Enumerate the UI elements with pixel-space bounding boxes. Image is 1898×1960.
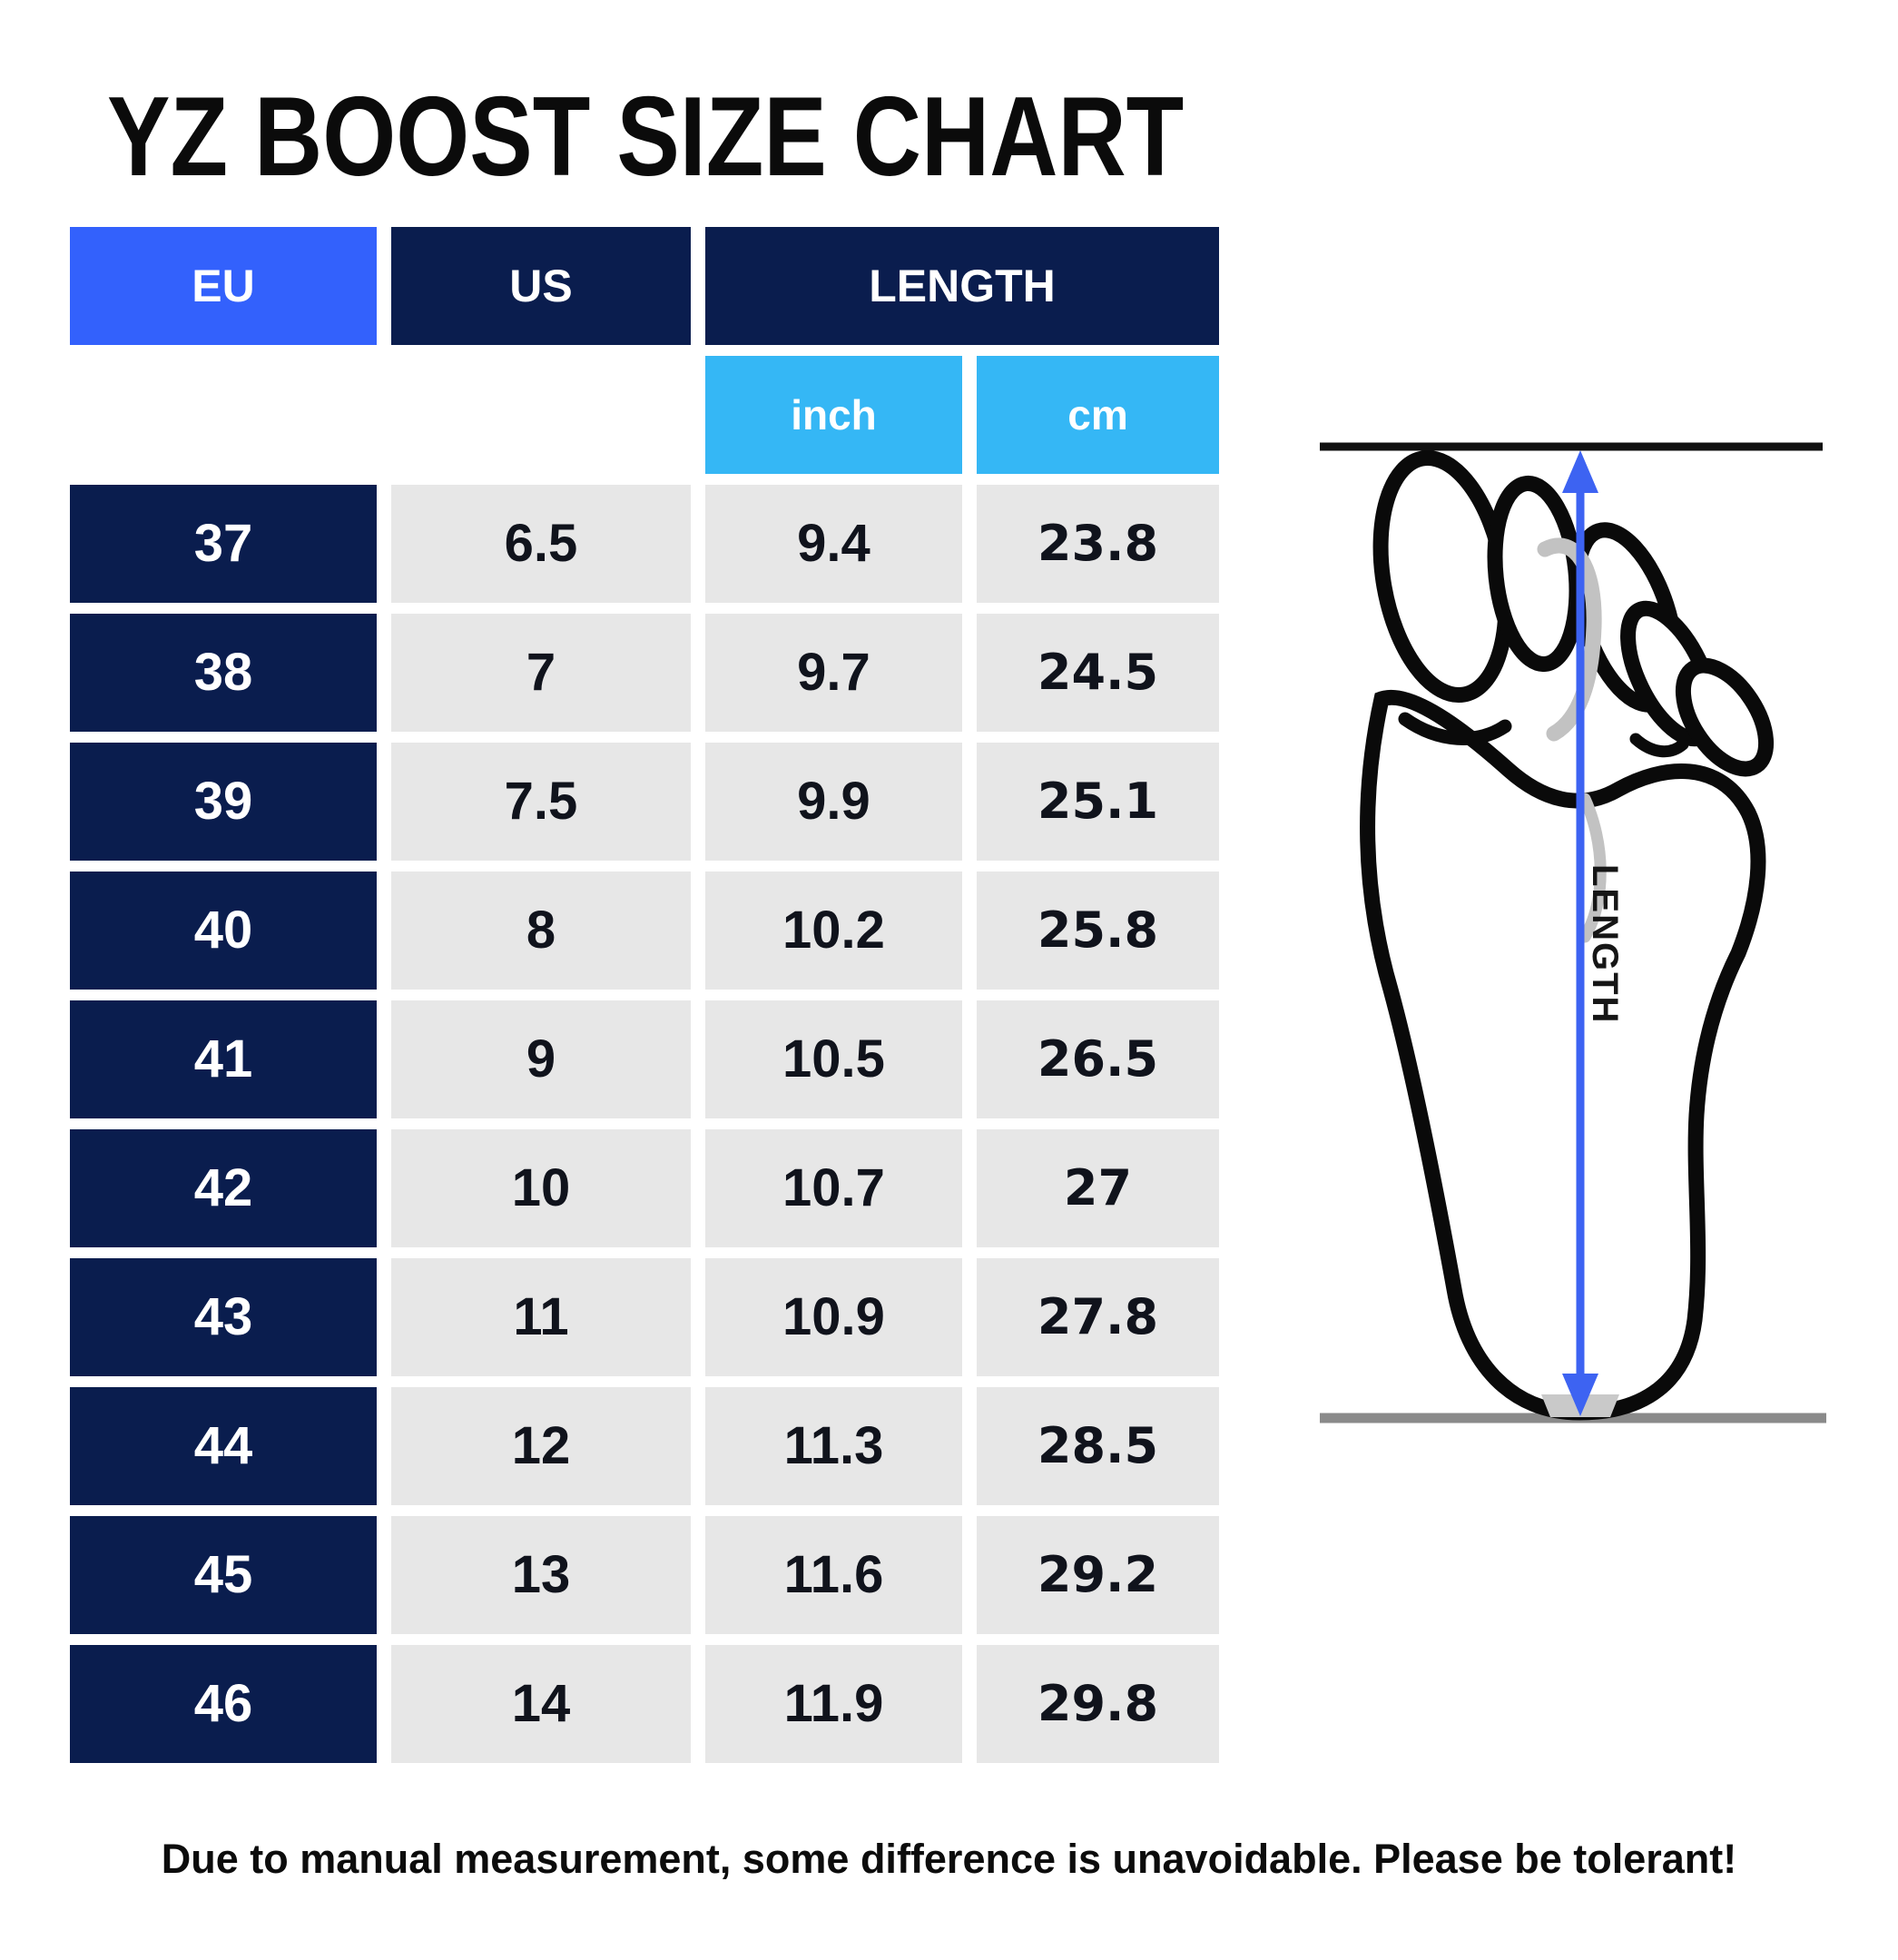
inch-value-cell: 11.9 xyxy=(705,1645,962,1763)
inch-value-cell: 11.6 xyxy=(705,1516,962,1634)
pinky-toe xyxy=(1675,657,1775,777)
subheader-spacer xyxy=(391,356,691,474)
toe-crease xyxy=(1629,733,1689,758)
eu-size-cell: 40 xyxy=(70,872,377,990)
foot-shading xyxy=(1537,537,1607,943)
inch-value-cell: 9.9 xyxy=(705,743,962,861)
foot-outline xyxy=(1360,450,1775,1421)
eu-size-cell: 38 xyxy=(70,614,377,732)
inch-value-cell: 10.2 xyxy=(705,872,962,990)
cm-value-cell: 24.5 xyxy=(977,614,1219,732)
cm-value-cell: 29.2 xyxy=(977,1516,1219,1634)
page-title: YZ BOOST SIZE CHART xyxy=(107,74,1185,200)
cm-value-cell: 28.5 xyxy=(977,1387,1219,1505)
cm-value-cell: 29.8 xyxy=(977,1645,1219,1763)
us-size-cell: 13 xyxy=(391,1516,691,1634)
cm-value-cell: 23.8 xyxy=(977,485,1219,603)
cm-value-cell: 25.1 xyxy=(977,743,1219,861)
us-size-cell: 9 xyxy=(391,1000,691,1118)
eu-size-cell: 45 xyxy=(70,1516,377,1634)
inch-value-cell: 11.3 xyxy=(705,1387,962,1505)
column-subheader-inch: inch xyxy=(705,356,962,474)
subheader-spacer xyxy=(70,356,377,474)
us-size-cell: 10 xyxy=(391,1129,691,1247)
foot-measurement-diagram: LENGTH xyxy=(1320,442,1826,1423)
length-arrow-icon xyxy=(1562,450,1598,1416)
cm-value-cell: 25.8 xyxy=(977,872,1219,990)
column-subheader-cm: cm xyxy=(977,356,1219,474)
eu-size-cell: 37 xyxy=(70,485,377,603)
cm-value-cell: 27.8 xyxy=(977,1258,1219,1376)
ball-crease xyxy=(1398,712,1512,745)
inch-value-cell: 10.9 xyxy=(705,1258,962,1376)
us-size-cell: 8 xyxy=(391,872,691,990)
column-header-us: US xyxy=(391,227,691,345)
eu-size-cell: 39 xyxy=(70,743,377,861)
size-table: EU US LENGTH inch cm 37 6.5 9.4 23.8 38 … xyxy=(70,227,1219,1763)
inch-value-cell: 9.7 xyxy=(705,614,962,732)
us-size-cell: 7.5 xyxy=(391,743,691,861)
us-size-cell: 12 xyxy=(391,1387,691,1505)
inch-value-cell: 9.4 xyxy=(705,485,962,603)
eu-size-cell: 43 xyxy=(70,1258,377,1376)
inch-value-cell: 10.7 xyxy=(705,1129,962,1247)
us-size-cell: 7 xyxy=(391,614,691,732)
eu-size-cell: 42 xyxy=(70,1129,377,1247)
us-size-cell: 6.5 xyxy=(391,485,691,603)
length-label: LENGTH xyxy=(1585,864,1625,1024)
column-header-eu: EU xyxy=(70,227,377,345)
us-size-cell: 14 xyxy=(391,1645,691,1763)
cm-value-cell: 27 xyxy=(977,1129,1219,1247)
eu-size-cell: 46 xyxy=(70,1645,377,1763)
disclaimer-text: Due to manual measurement, some differen… xyxy=(161,1836,1737,1882)
column-header-length: LENGTH xyxy=(705,227,1219,345)
eu-size-cell: 41 xyxy=(70,1000,377,1118)
cm-value-cell: 26.5 xyxy=(977,1000,1219,1118)
eu-size-cell: 44 xyxy=(70,1387,377,1505)
inch-value-cell: 10.5 xyxy=(705,1000,962,1118)
us-size-cell: 11 xyxy=(391,1258,691,1376)
